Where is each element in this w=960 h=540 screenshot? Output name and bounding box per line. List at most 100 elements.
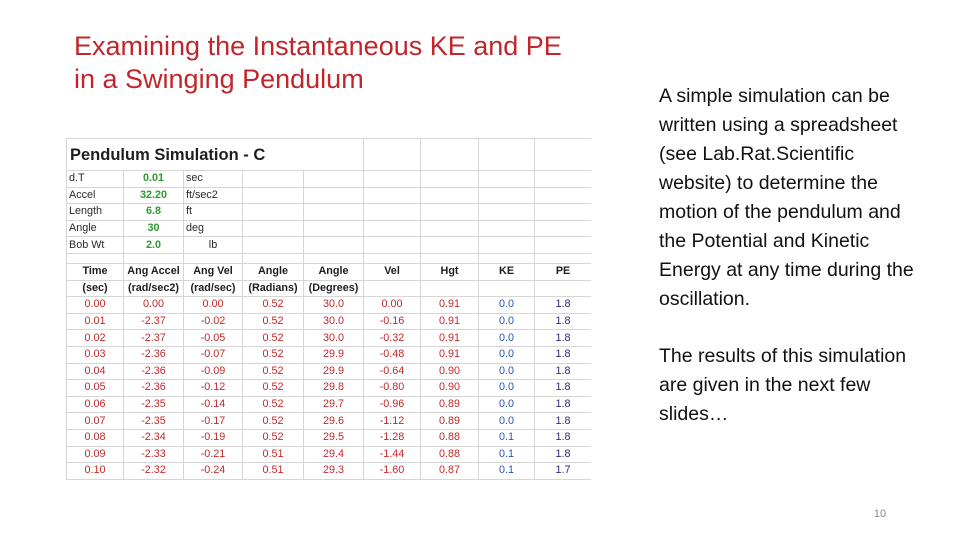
- table-cell: -0.96: [363, 395, 422, 414]
- table-cell: -1.28: [363, 428, 422, 447]
- table-cell: 1.8: [534, 296, 591, 314]
- table-cell: -0.17: [183, 412, 243, 430]
- empty-cell: [420, 138, 480, 171]
- empty-cell: [420, 252, 480, 264]
- empty-cell: [534, 170, 591, 188]
- empty-cell: [478, 252, 536, 264]
- table-cell: 0.07: [66, 412, 124, 430]
- parameter-value: 0.01: [123, 170, 184, 188]
- parameter-row: Accel 32.20 ft/sec2: [66, 186, 591, 205]
- parameter-value: 30: [123, 219, 184, 238]
- column-header: Angle: [302, 262, 365, 281]
- parameter-unit: ft/sec2: [183, 186, 243, 205]
- table-cell: 0.89: [420, 412, 480, 430]
- table-cell: -0.24: [183, 462, 243, 480]
- table-cell: 0.0: [478, 412, 536, 430]
- slide-title-line: Examining the Instantaneous KE and PE: [74, 31, 562, 61]
- column-header: (rad/sec): [183, 279, 243, 298]
- table-cell: 0.91: [420, 345, 480, 364]
- table-cell: 0.10: [66, 462, 124, 480]
- table-cell: 0.88: [420, 428, 480, 447]
- table-cell: 1.8: [534, 445, 591, 464]
- table-cell: 1.8: [534, 412, 591, 430]
- empty-cell: [363, 138, 422, 171]
- empty-cell: [363, 203, 422, 221]
- table-cell: -1.12: [363, 412, 422, 430]
- parameter-unit: lb: [183, 236, 243, 254]
- table-cell: 0.01: [66, 312, 124, 331]
- table-cell: 1.8: [534, 379, 591, 397]
- table-cell: 0.87: [420, 462, 480, 480]
- empty-cell: [478, 170, 536, 188]
- parameter-value: 2.0: [123, 236, 184, 254]
- table-cell: 30.0: [302, 296, 365, 314]
- table-cell: 0.09: [66, 445, 124, 464]
- table-cell: 30.0: [302, 312, 365, 331]
- body-paragraph: The results of this simulation are given…: [659, 345, 907, 425]
- table-cell: 0.91: [420, 312, 480, 331]
- table-cell: 0.52: [242, 395, 304, 414]
- column-header: Time: [66, 262, 124, 281]
- table-cell: -0.14: [183, 395, 243, 414]
- table-cell: 0.0: [478, 312, 536, 331]
- column-header: Vel: [363, 262, 422, 281]
- column-header: (sec): [66, 279, 124, 298]
- empty-cell: [534, 219, 591, 238]
- empty-cell: [534, 186, 591, 205]
- table-cell: 0.00: [66, 296, 124, 314]
- table-cell: 29.9: [302, 345, 365, 364]
- column-header: Ang Vel: [183, 262, 243, 281]
- table-cell: -2.35: [123, 395, 184, 414]
- empty-cell: [363, 219, 422, 238]
- table-cell: 29.8: [302, 379, 365, 397]
- empty-cell: [242, 203, 304, 221]
- empty-cell: [420, 170, 480, 188]
- parameter-label: Length: [66, 203, 124, 221]
- table-cell: 1.8: [534, 345, 591, 364]
- table-cell: 29.9: [302, 362, 365, 381]
- parameter-label: Angle: [66, 219, 124, 238]
- table-cell: -2.36: [123, 345, 184, 364]
- table-cell: 0.90: [420, 362, 480, 381]
- empty-cell: [478, 219, 536, 238]
- table-row: 0.02 -2.37 -0.05 0.52 30.0 -0.32 0.91 0.0 1.8: [66, 329, 591, 347]
- table-cell: 1.8: [534, 428, 591, 447]
- column-header: [534, 279, 591, 298]
- page-number: 10: [873, 508, 887, 520]
- table-cell: 0.91: [420, 296, 480, 314]
- table-cell: 0.91: [420, 329, 480, 347]
- table-cell: 0.08: [66, 428, 124, 447]
- empty-cell: [363, 236, 422, 254]
- table-cell: 0.1: [478, 445, 536, 464]
- table-cell: 0.52: [242, 312, 304, 331]
- empty-cell: [302, 219, 365, 238]
- table-cell: -0.64: [363, 362, 422, 381]
- table-cell: 0.0: [478, 345, 536, 364]
- column-header: (Degrees): [302, 279, 365, 298]
- empty-cell: [302, 203, 365, 221]
- table-cell: 1.8: [534, 362, 591, 381]
- table-row: 0.08 -2.34 -0.19 0.52 29.5 -1.28 0.88 0.1 1.8: [66, 428, 591, 447]
- column-header: KE: [478, 262, 536, 281]
- table-cell: 0.0: [478, 395, 536, 414]
- column-header: [420, 279, 480, 298]
- table-cell: 29.3: [302, 462, 365, 480]
- slide-title: Examining the Instantaneous KE and PE in…: [74, 30, 634, 96]
- empty-cell: [242, 170, 304, 188]
- table-cell: -0.80: [363, 379, 422, 397]
- table-cell: -0.02: [183, 312, 243, 331]
- table-row: 0.00 0.00 0.00 0.52 30.0 0.00 0.91 0.0 1.8: [66, 296, 591, 314]
- table-row: 0.06 -2.35 -0.14 0.52 29.7 -0.96 0.89 0.0 1.8: [66, 395, 591, 414]
- table-cell: -2.36: [123, 379, 184, 397]
- parameter-value: 6.8: [123, 203, 184, 221]
- parameter-row: Length 6.8 ft: [66, 203, 591, 221]
- empty-cell: [534, 252, 591, 264]
- empty-cell: [420, 219, 480, 238]
- table-cell: 29.6: [302, 412, 365, 430]
- table-cell: 0.90: [420, 379, 480, 397]
- table-cell: -0.32: [363, 329, 422, 347]
- empty-cell: [420, 186, 480, 205]
- table-row: 0.05 -2.36 -0.12 0.52 29.8 -0.80 0.90 0.0 1.8: [66, 379, 591, 397]
